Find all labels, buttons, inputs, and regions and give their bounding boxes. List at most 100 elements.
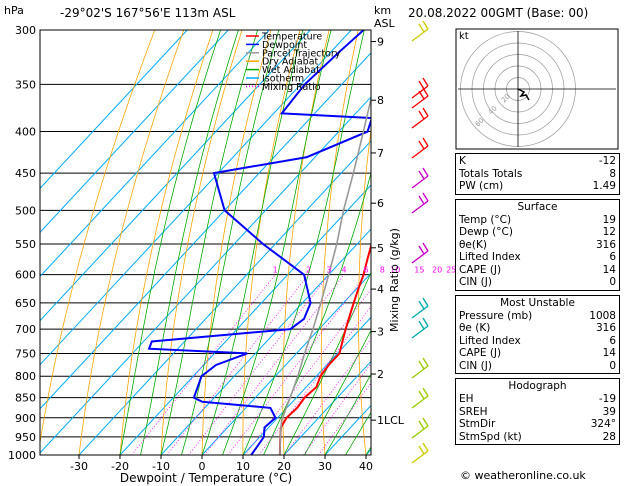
pressure-tick-label: 950 (15, 431, 36, 444)
most-unstable-value: 316 (595, 322, 616, 334)
surface-label: Temp (°C) (459, 213, 512, 226)
wind-barb-flag (422, 442, 429, 452)
wind-barb-flag (418, 445, 425, 455)
wind-barb-flag (418, 170, 425, 180)
x-tick-label: 30 (318, 460, 332, 473)
wind-barb-staff (411, 325, 429, 339)
pressure-tick-label: 400 (15, 126, 36, 139)
height-unit-label: km (374, 4, 391, 17)
plot-frame (39, 29, 372, 456)
hodograph-param-value: -19 (598, 393, 616, 405)
surface-label: Lifted Index (459, 251, 521, 263)
height-tick-label: 3 (377, 326, 384, 339)
datetime-title: 20.08.2022 00GMT (Base: 00) (408, 6, 589, 20)
surface-value: 6 (609, 251, 616, 263)
mixing-ratio-label: 4 (341, 266, 346, 275)
legend-label: Temperature (261, 32, 322, 43)
surface-value: 316 (595, 238, 616, 251)
series-layer (147, 30, 371, 455)
pressure-tick-label: 700 (15, 323, 36, 336)
wind-barb-staff (411, 28, 429, 42)
isotherm (40, 30, 188, 190)
isotherm (160, 228, 371, 455)
wind-barb-flag (422, 242, 429, 252)
series-parcel-trajectory (279, 95, 371, 455)
wind-barb (411, 137, 429, 159)
dry-adiabat (40, 30, 156, 445)
mixing-ratio-label: 2 (306, 266, 311, 275)
wet-adiabat (263, 171, 371, 455)
wind-barb (411, 387, 429, 409)
wind-barb (411, 77, 429, 99)
index-row: Totals Totals 8 (459, 168, 616, 181)
most-unstable-value: 6 (609, 334, 616, 347)
wind-barb-staff (411, 450, 429, 464)
wind-barb-staff (411, 200, 429, 214)
wind-barb-flag (422, 417, 429, 427)
pressure-tick-label: 650 (15, 297, 36, 310)
isotherm (201, 272, 371, 455)
wet-adiabat (181, 30, 280, 455)
surface-label: CAPE (J) (459, 263, 502, 276)
wind-barb (411, 442, 429, 464)
grid-layer (40, 30, 629, 455)
most-unstable-label: Pressure (mb) (459, 309, 533, 322)
wet-adiabat (119, 30, 221, 455)
surface-label: CIN (J) (459, 276, 492, 288)
hodograph-param-label: StmDir (459, 418, 496, 430)
credit-text: © weatheronline.co.uk (460, 469, 586, 482)
most-unstable-row: θe (K) 316 (459, 322, 616, 335)
pressure-tick-label: 600 (15, 269, 36, 282)
hodograph-param-value: 28 (602, 430, 616, 443)
pressure-tick-label: 550 (15, 238, 36, 251)
hodograph-unit: kt (459, 31, 469, 42)
hodograph-trace (517, 88, 530, 101)
wind-barb-flag (422, 77, 429, 87)
wind-barb-staff (411, 425, 429, 439)
height-tick-label: 7 (377, 147, 384, 160)
isotherm (40, 96, 371, 454)
mixing-ratio-line (227, 274, 367, 455)
wind-barb-flag (418, 420, 425, 430)
wind-barb-flag (418, 140, 425, 150)
wet-adiabat (222, 30, 332, 455)
wind-barb-flag (422, 357, 429, 367)
wind-barb-flag (422, 107, 429, 117)
mixing-ratio-label: 15 (414, 266, 424, 275)
most-unstable-label: CAPE (J) (459, 347, 502, 359)
wind-barb-staff (411, 145, 429, 159)
indices-box: K -12 Totals Totals 8 PW (cm) 1.49 (455, 153, 620, 195)
surface-value: 12 (602, 226, 616, 238)
surface-value: 14 (602, 263, 616, 276)
x-tick-label: -10 (152, 460, 170, 473)
surface-row: CAPE (J) 14 (459, 264, 616, 277)
wind-barb (411, 87, 429, 109)
dry-adiabat (201, 30, 272, 455)
index-label: PW (cm) (459, 180, 504, 192)
most-unstable-label: Lifted Index (459, 334, 521, 347)
surface-row: CIN (J) 0 (459, 276, 616, 289)
series-dewpoint (147, 30, 371, 455)
mixing-ratio-line (204, 274, 345, 455)
legend-label: Dewpoint (262, 40, 307, 51)
wind-barb-flag (418, 195, 425, 205)
isotherm (40, 52, 371, 410)
wind-barb-flag (422, 167, 429, 177)
series-temperature (278, 241, 371, 455)
wind-barb-flag (422, 137, 429, 147)
height-unit-label-2: ASL (374, 17, 396, 30)
most-unstable-label: CIN (J) (459, 359, 492, 372)
most-unstable-value: 0 (609, 359, 616, 372)
most-unstable-title: Most Unstable (500, 296, 575, 309)
wind-barb-staff (411, 175, 429, 189)
dry-adiabat (620, 30, 629, 455)
surface-value: 0 (609, 276, 616, 288)
most-unstable-box: Most Unstable Pressure (mb) 1008 θe (K) 316… (455, 294, 620, 374)
wind-barbs (411, 20, 429, 464)
hodograph-param-label: SREH (459, 405, 488, 418)
pressure-tick-label: 1000 (8, 449, 36, 462)
most-unstable-row: Lifted Index 6 (459, 335, 616, 348)
